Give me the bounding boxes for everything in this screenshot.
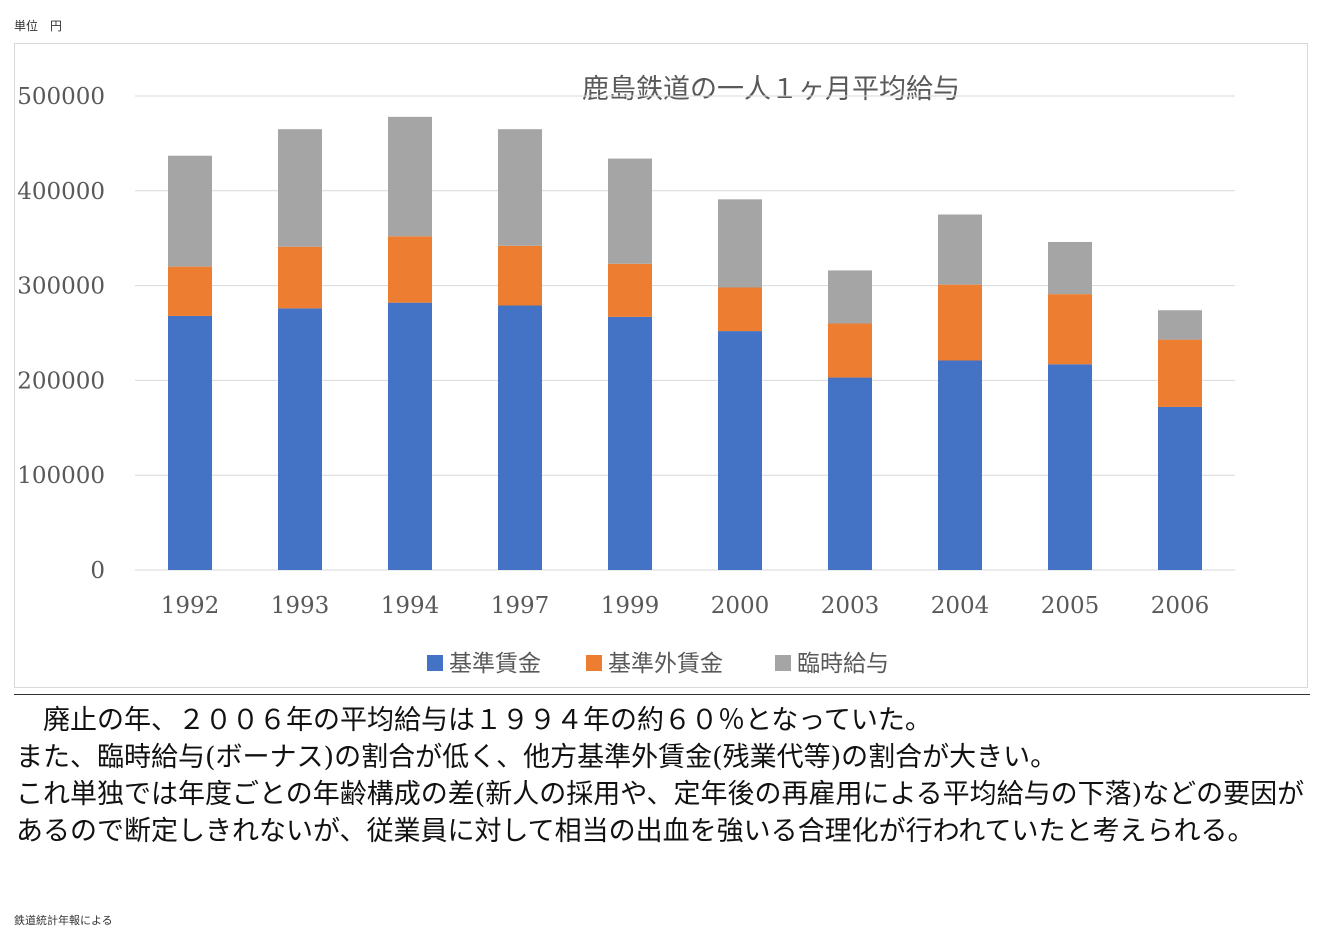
legend: 基準賃金 基準外賃金 臨時給与 bbox=[427, 651, 889, 677]
bar-2005-series-2 bbox=[1048, 241, 1092, 295]
bar-1997-series-0 bbox=[498, 305, 542, 570]
bar-1993-series-0 bbox=[278, 308, 322, 570]
x-tick-label: 2000 bbox=[711, 593, 770, 619]
legend-swatch-1 bbox=[586, 655, 602, 671]
divider-line bbox=[14, 694, 1310, 695]
legend-label-2: 臨時給与 bbox=[797, 651, 889, 677]
bar-1999-series-0 bbox=[608, 316, 652, 570]
x-tick-label: 1997 bbox=[491, 593, 550, 619]
bar-1997-series-2 bbox=[498, 129, 542, 246]
legend-label-0: 基準賃金 bbox=[449, 651, 541, 677]
y-tick-label: 400000 bbox=[17, 179, 105, 205]
bar-1992-series-1 bbox=[168, 266, 212, 316]
commentary: 廃止の年、２００６年の平均給与は１９９４年の約６０％となっていた。 また、臨時給… bbox=[16, 702, 1326, 850]
bar-2006-series-0 bbox=[1158, 406, 1202, 570]
stacked-bar-chart: 鹿島鉄道の一人１ヶ月平均給与 0 100000 200000 300000 400000… bbox=[17, 74, 1235, 677]
source-note: 鉄道統計年報による bbox=[14, 914, 113, 927]
paragraph-3: これ単独では年度ごとの年齢構成の差(新人の採用や、定年後の再雇用による平均給与の… bbox=[16, 779, 1305, 847]
bar-1994-series-0 bbox=[388, 302, 432, 570]
y-tick-label: 200000 bbox=[17, 368, 105, 394]
bars bbox=[168, 116, 1202, 570]
x-tick-label: 1994 bbox=[381, 593, 440, 619]
bar-2006-series-2 bbox=[1158, 310, 1202, 340]
x-tick-label: 2004 bbox=[931, 593, 990, 619]
x-tick-label: 1992 bbox=[161, 593, 220, 619]
x-axis: 1992 1993 1994 1997 1999 2000 2003 2004 2005 2006 bbox=[161, 593, 1210, 619]
bar-1999-series-2 bbox=[608, 158, 652, 264]
x-tick-label: 1993 bbox=[271, 593, 330, 619]
bar-2006-series-1 bbox=[1158, 339, 1202, 407]
bar-1993-series-2 bbox=[278, 129, 322, 247]
bar-2004-series-1 bbox=[938, 284, 982, 361]
x-tick-label: 1999 bbox=[601, 593, 660, 619]
bar-1994-series-2 bbox=[388, 116, 432, 237]
bar-1993-series-1 bbox=[278, 246, 322, 309]
bar-2003-series-2 bbox=[828, 270, 872, 324]
bar-2000-series-1 bbox=[718, 287, 762, 332]
legend-swatch-2 bbox=[775, 655, 791, 671]
chart-area: 鹿島鉄道の一人１ヶ月平均給与 0 100000 200000 300000 400000… bbox=[14, 43, 1308, 688]
bar-1994-series-1 bbox=[388, 236, 432, 303]
y-tick-label: 500000 bbox=[17, 84, 105, 110]
chart-title: 鹿島鉄道の一人１ヶ月平均給与 bbox=[582, 74, 960, 105]
bar-2000-series-0 bbox=[718, 331, 762, 570]
bar-2004-series-2 bbox=[938, 214, 982, 285]
unit-label: 単位 円 bbox=[14, 19, 63, 33]
legend-label-1: 基準外賃金 bbox=[608, 651, 723, 677]
bar-1999-series-1 bbox=[608, 263, 652, 317]
y-tick-label: 300000 bbox=[17, 274, 105, 300]
x-tick-label: 2006 bbox=[1151, 593, 1210, 619]
bar-1997-series-1 bbox=[498, 245, 542, 306]
legend-swatch-0 bbox=[427, 655, 443, 671]
y-tick-label: 0 bbox=[90, 558, 105, 584]
bar-2005-series-1 bbox=[1048, 294, 1092, 365]
bar-2004-series-0 bbox=[938, 360, 982, 570]
x-tick-label: 2005 bbox=[1041, 593, 1100, 619]
paragraph-1: 廃止の年、２００６年の平均給与は１９９４年の約６０％となっていた。 bbox=[43, 705, 932, 736]
paragraph-2: また、臨時給与(ボーナス)の割合が低く、他方基準外賃金(残業代等)の割合が大きい… bbox=[16, 742, 1058, 773]
bar-2000-series-2 bbox=[718, 199, 762, 288]
bar-2003-series-0 bbox=[828, 377, 872, 570]
bar-1992-series-0 bbox=[168, 315, 212, 570]
bar-1992-series-2 bbox=[168, 155, 212, 267]
y-tick-label: 100000 bbox=[17, 463, 105, 489]
y-axis: 0 100000 200000 300000 400000 500000 bbox=[17, 84, 105, 584]
x-tick-label: 2003 bbox=[821, 593, 880, 619]
bar-2003-series-1 bbox=[828, 323, 872, 378]
bar-2005-series-0 bbox=[1048, 364, 1092, 570]
